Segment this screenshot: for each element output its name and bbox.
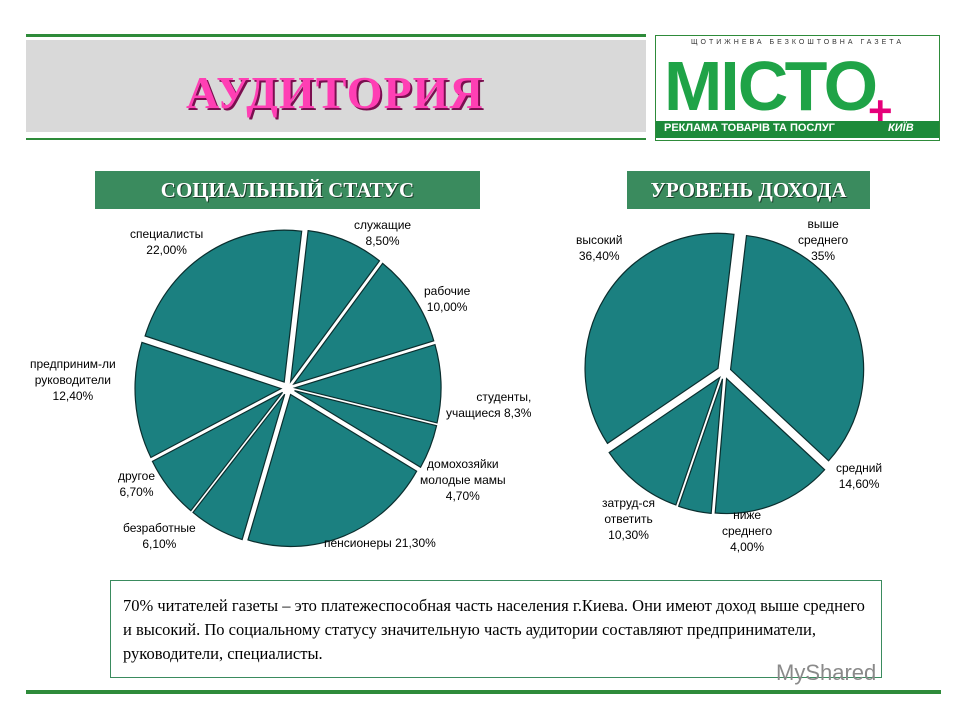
social-slice-2 — [292, 343, 442, 424]
slice-label-unemployed: безработные 6,10% — [123, 521, 196, 551]
bottom-rule — [26, 690, 941, 694]
social-slice-1 — [292, 262, 435, 386]
misto-logo: ЩОТИЖНЕВА БЕЗКОШТОВНА ГАЗЕТА МІСТО + РЕК… — [655, 35, 940, 141]
slice-label-workers: рабочие 10,00% — [424, 284, 471, 314]
logo-band — [656, 121, 939, 138]
title-underline — [26, 138, 646, 140]
slice-label-middle: средний 14,60% — [836, 461, 883, 491]
income-slice-1 — [714, 377, 826, 515]
social-slice-6 — [151, 391, 284, 512]
income-slice-0 — [729, 234, 865, 462]
social-status-pie — [134, 229, 442, 548]
slice-label-entrepreneurs: предприним-ли руководители 12,40% — [30, 357, 116, 403]
logo-city: КИЇВ — [888, 122, 914, 134]
watermark: MyShared — [776, 660, 877, 685]
page-title: АУДИТОРИЯ — [186, 67, 484, 118]
slice-label-housewives: домохозяйки молодые мамы 4,70% — [420, 457, 506, 503]
social-slice-4 — [247, 393, 418, 548]
income-slice-4 — [584, 232, 735, 445]
income-level-pie — [584, 232, 865, 515]
slice-label-hard-to-say: затруд-ся ответить 10,30% — [602, 496, 656, 542]
social-slice-5 — [192, 393, 286, 541]
slice-label-high: высокий 36,40% — [576, 233, 623, 263]
slice-label-pensioners: пенсионеры 21,30% — [324, 536, 436, 550]
logo-tagline: ЩОТИЖНЕВА БЕЗКОШТОВНА ГАЗЕТА — [690, 39, 904, 46]
slice-label-specialists: специалисты 22,00% — [130, 227, 204, 257]
income-level-header: УРОВЕНЬ ДОХОДА — [627, 171, 870, 209]
logo-slogan: РЕКЛАМА ТОВАРІВ ТА ПОСЛУГ — [664, 122, 835, 134]
social-slice-3 — [294, 390, 438, 469]
slice-label-employees: служащие 8,50% — [354, 218, 412, 248]
title-band — [26, 40, 646, 132]
top-rule — [26, 34, 646, 37]
social-slice-0 — [289, 229, 381, 384]
summary-box: 70% читателей газеты – это платежеспособ… — [110, 580, 882, 678]
income-slice-2 — [677, 378, 724, 515]
logo-name: МІСТО — [664, 47, 878, 125]
income-slice-3 — [608, 376, 721, 506]
social-status-header: СОЦИАЛЬНЫЙ СТАТУС — [95, 171, 480, 209]
social-slice-7 — [134, 341, 283, 459]
slice-label-other: другое 6,70% — [118, 469, 156, 499]
slice-label-below-average: ниже среднего 4,00% — [722, 508, 773, 554]
slice-label-students: студенты, учащиеся 8,3% — [446, 390, 532, 420]
slice-label-above-average: выше среднего 35% — [798, 217, 849, 263]
